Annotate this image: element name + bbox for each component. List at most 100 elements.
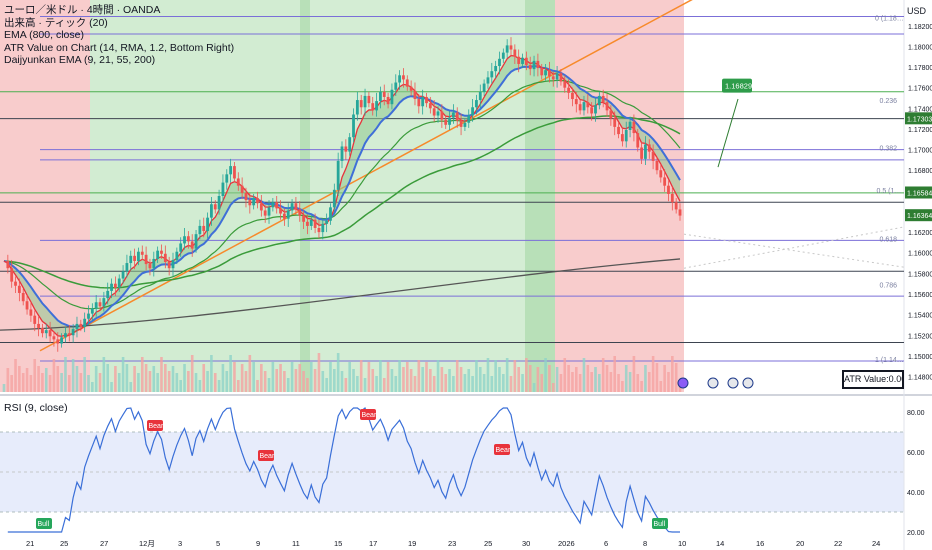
legend-symbol[interactable]: ユーロ／米ドル · 4時間 · OANDA <box>4 4 161 16</box>
rsi-tick-label: 20.00 <box>907 530 925 537</box>
candle-body <box>183 236 186 244</box>
candle-body <box>498 58 501 67</box>
candle-body <box>455 112 459 121</box>
time-axis-label: 27 <box>100 539 108 548</box>
candle-body <box>125 263 129 272</box>
candle-body <box>425 96 428 104</box>
candle-body <box>156 250 160 259</box>
volume-bar <box>444 374 448 392</box>
volume-bar <box>144 364 148 392</box>
rsi-signal-label: Bull <box>38 521 50 528</box>
volume-bar <box>421 367 424 392</box>
candle-body <box>244 192 248 201</box>
volume-bar <box>567 365 570 392</box>
volume-bar <box>91 382 94 392</box>
candle-body <box>540 68 544 76</box>
price-badge-label: 1.17303 <box>907 116 932 123</box>
volume-bar <box>125 364 129 392</box>
volume-bar <box>114 366 117 392</box>
volume-bar <box>286 378 290 392</box>
volume-bar <box>6 368 10 392</box>
rsi-title[interactable]: RSI (9, close) <box>4 402 68 414</box>
rsi-tick-label: 80.00 <box>907 410 925 417</box>
volume-bar <box>333 369 336 392</box>
candle-body <box>651 151 655 161</box>
volume-bar <box>375 376 378 392</box>
volume-bar <box>283 371 286 392</box>
volume-bar <box>482 374 486 392</box>
candle-body <box>33 315 37 324</box>
volume-bar <box>548 365 551 392</box>
candle-body <box>601 95 605 103</box>
price-badge <box>905 112 932 125</box>
candle-body <box>271 202 275 208</box>
legend-atr[interactable]: ATR Value on Chart (14, RMA, 1.2, Bottom… <box>4 41 235 54</box>
candle-body <box>551 76 555 80</box>
candle-body <box>440 111 444 120</box>
volume-bar <box>432 376 436 392</box>
volume-bar <box>371 369 375 392</box>
candle-body <box>10 268 14 282</box>
currency-label: USD <box>907 6 927 16</box>
volume-bar <box>21 373 25 392</box>
candle-body <box>402 75 405 80</box>
candle-body <box>175 251 179 260</box>
legend-ema-800[interactable]: EMA (800, close) <box>4 29 84 41</box>
volume-bar <box>167 371 171 392</box>
time-axis-label: 12月 <box>139 539 155 548</box>
volume-bar <box>640 381 643 392</box>
candle-body <box>386 96 390 105</box>
trend-zone <box>300 0 310 392</box>
fib-label: 1 (1.14… <box>875 357 904 364</box>
legend-volume[interactable]: 出来高 · ティック (20) <box>4 16 108 29</box>
volume-bar <box>121 357 125 392</box>
volume-bar <box>98 373 102 392</box>
price-tick-label: 1.17200 <box>908 127 932 134</box>
candle-body <box>198 225 202 235</box>
candle-body <box>352 114 355 138</box>
volume-bar <box>198 380 202 392</box>
volume-bar <box>513 360 517 392</box>
candle-body <box>317 227 321 233</box>
time-axis-label: 30 <box>522 539 530 548</box>
volume-bar <box>551 383 555 392</box>
candle-body <box>548 70 551 77</box>
candle-body <box>306 221 309 226</box>
volume-bar <box>571 372 574 392</box>
time-axis-label: 8 <box>643 539 647 548</box>
candle-body <box>286 210 290 219</box>
volume-bar <box>67 375 71 392</box>
fib-label: 0.786 <box>880 283 898 290</box>
volume-bar <box>475 360 478 392</box>
price-tick-label: 1.15400 <box>908 313 932 320</box>
volume-bar <box>367 362 371 392</box>
price-badge-label: 1.16584 <box>907 190 932 197</box>
candle-body <box>302 215 305 222</box>
candle-body <box>436 111 440 116</box>
rsi-signal-label: Bear <box>362 412 377 419</box>
candle-body <box>6 260 10 269</box>
candle-body <box>448 117 451 125</box>
volume-bar <box>624 365 628 392</box>
candle-body <box>597 95 601 106</box>
candle-body <box>636 133 640 148</box>
volume-bar <box>413 376 417 392</box>
volume-bar <box>252 362 255 392</box>
volume-bar <box>87 375 90 392</box>
candle-body <box>413 90 417 100</box>
candle-body <box>179 243 183 252</box>
candle-body <box>110 283 113 291</box>
legend-daijyunkan[interactable]: Daijyunkan EMA (9, 21, 55, 200) <box>4 54 156 66</box>
volume-bar <box>244 371 248 392</box>
volume-bar <box>528 365 532 392</box>
rsi-line <box>7 407 680 533</box>
candle-body <box>60 337 64 344</box>
volume-bar <box>540 374 544 392</box>
candle-body <box>225 174 229 183</box>
volume-bar <box>79 373 83 392</box>
candle-body <box>544 70 547 76</box>
candle-body <box>478 91 482 101</box>
candle-body <box>75 323 79 330</box>
time-axis-label: 10 <box>678 539 686 548</box>
